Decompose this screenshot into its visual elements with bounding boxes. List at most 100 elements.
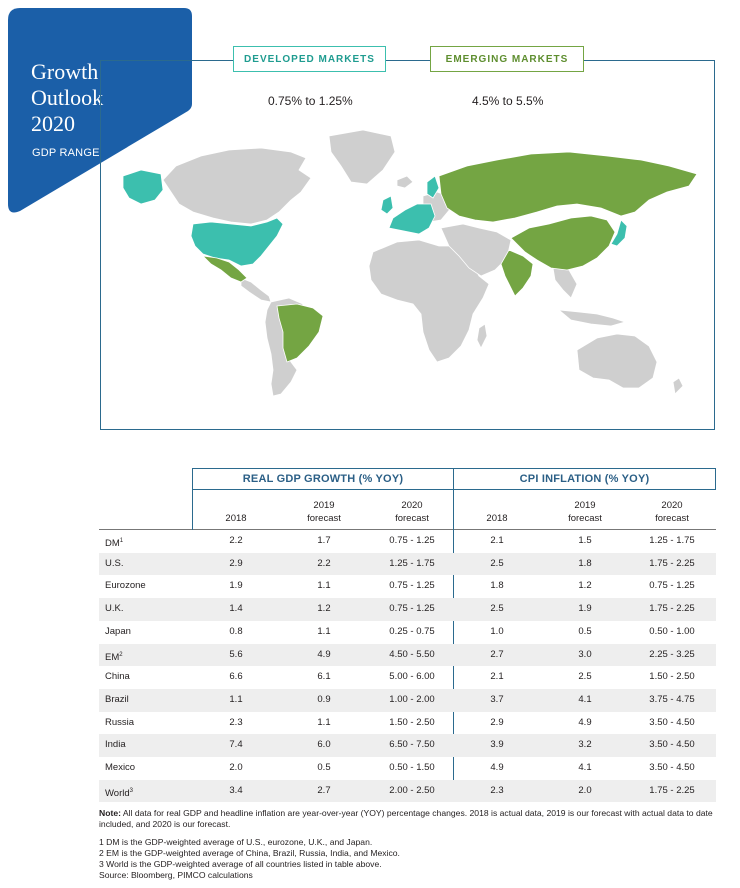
map-alaska <box>122 169 164 205</box>
column-header-line: forecast <box>568 513 602 524</box>
row-label: EM2 <box>105 651 123 663</box>
column-header-line: 2019 <box>574 500 596 511</box>
note-text: All data for real GDP and headline infla… <box>99 808 713 830</box>
table-cell: 0.75 - 1.25 <box>389 580 435 592</box>
map-central-america <box>240 277 272 303</box>
table-cell: 1.7 <box>317 535 331 546</box>
row-label: India <box>105 739 126 751</box>
table-cell: 2.0 <box>578 784 592 796</box>
row-label: DM1 <box>105 538 124 550</box>
table-row: DM1 2.2 1.7 0.75 - 1.25 2.1 1.5 1.25 - 1.75 <box>99 530 716 553</box>
table-divider-left <box>192 468 193 530</box>
map-india <box>500 249 534 297</box>
table-cell: 1.50 - 2.50 <box>649 671 695 683</box>
table-cell: 6.6 <box>229 671 243 683</box>
footnote-1: 1 DM is the GDP-weighted average of U.S.… <box>99 836 373 847</box>
source-line: Source: Bloomberg, PIMCO calculations <box>99 870 253 881</box>
table-cell: 0.8 <box>229 625 243 637</box>
table-cell: 3.0 <box>578 648 592 660</box>
table-cell: 1.9 <box>578 603 592 615</box>
column-header: 2020 forecast <box>370 499 454 525</box>
column-header-line: 2020 <box>661 500 683 511</box>
table-cell: 2.7 <box>490 648 504 660</box>
table-cell: 3.7 <box>490 693 504 705</box>
table-cell: 2.1 <box>490 535 504 546</box>
row-label: Russia <box>105 716 135 728</box>
note-paragraph: Note: All data for real GDP and headline… <box>99 808 719 831</box>
table-cell: 2.5 <box>490 557 504 569</box>
map-iceland <box>396 175 414 189</box>
table-cell: 1.0 <box>490 625 504 637</box>
table-cell: 1.25 - 1.75 <box>389 557 435 569</box>
table-cell: 2.2 <box>229 535 243 546</box>
footnote-3: 3 World is the GDP-weighted average of a… <box>99 859 382 870</box>
table-cell: 2.7 <box>317 784 331 796</box>
table-cell: 5.00 - 6.00 <box>389 671 435 683</box>
table-row: India 7.4 6.0 6.50 - 7.50 3.9 3.2 3.50 - 4.50 <box>99 734 716 757</box>
map-new-zealand <box>672 377 684 395</box>
table-cell: 1.25 - 1.75 <box>649 535 695 546</box>
table-cell: 2.00 - 2.50 <box>389 784 435 796</box>
map-us <box>190 217 284 267</box>
map-australia <box>576 333 658 389</box>
table-row: Brazil 1.1 0.9 1.00 - 2.00 3.7 4.1 3.75 - 4.75 <box>99 688 716 712</box>
table-cell: 6.0 <box>317 739 331 751</box>
table-cell: 1.2 <box>317 603 331 615</box>
row-label: Eurozone <box>105 580 146 592</box>
row-footnote-marker: 2 <box>119 651 123 658</box>
table-cell: 2.1 <box>490 671 504 683</box>
map-eurozone <box>388 203 436 235</box>
table-cell: 6.50 - 7.50 <box>389 739 435 751</box>
emerging-markets-legend: EMERGING MARKETS <box>430 46 584 72</box>
map-china <box>510 215 616 271</box>
note-label: Note: <box>99 808 121 818</box>
notes: Note: All data for real GDP and headline… <box>99 808 719 882</box>
map-mexico <box>201 255 248 283</box>
table-cell: 1.1 <box>317 625 331 637</box>
table-row: EM2 5.6 4.9 4.50 - 5.50 2.7 3.0 2.25 - 3.25 <box>99 643 716 667</box>
row-footnote-marker: 3 <box>129 787 133 794</box>
developed-markets-range: 0.75% to 1.25% <box>268 94 353 108</box>
banner-title-line-2: Outlook <box>31 85 104 110</box>
column-header-line: forecast <box>655 513 689 524</box>
table-cell: 2.9 <box>229 557 243 569</box>
table-cell: 4.50 - 5.50 <box>389 648 435 660</box>
map-brazil <box>276 303 324 363</box>
header-rule <box>99 529 716 530</box>
table-cell: 0.75 - 1.25 <box>389 603 435 615</box>
table-cell: 2.0 <box>229 762 243 773</box>
row-label: Japan <box>105 625 131 637</box>
table-cell: 1.8 <box>490 580 504 592</box>
table-row: Japan 0.8 1.1 0.25 - 0.75 1.0 0.5 0.50 - 1.00 <box>99 621 716 644</box>
column-header-line: 2019 <box>313 500 335 511</box>
row-label: U.S. <box>105 557 124 569</box>
map-uk <box>380 195 394 215</box>
column-header-line: forecast <box>307 513 341 524</box>
banner-title-line-3: 2020 <box>31 111 75 136</box>
row-label: Brazil <box>105 693 129 705</box>
column-header-line: forecast <box>395 513 429 524</box>
row-label: U.K. <box>105 603 124 615</box>
emerging-markets-range: 4.5% to 5.5% <box>472 94 544 108</box>
column-header-line: 2018 <box>225 513 247 524</box>
column-header-line: 2018 <box>486 513 508 524</box>
table-cell: 5.6 <box>229 648 243 660</box>
table-cell: 1.75 - 2.25 <box>649 603 695 615</box>
table-cell: 1.9 <box>229 580 243 592</box>
table-cell: 1.00 - 2.00 <box>389 693 435 705</box>
table-cell: 3.75 - 4.75 <box>649 693 695 705</box>
table-row: Mexico 2.0 0.5 0.50 - 1.50 4.9 4.1 3.50 - 4.50 <box>99 757 716 780</box>
table-cell: 1.2 <box>578 580 592 592</box>
table-cell: 1.1 <box>317 580 331 592</box>
table-cell: 0.5 <box>317 762 331 773</box>
row-label: China <box>105 671 130 683</box>
row-footnote-marker: 1 <box>119 538 124 544</box>
column-header: 2020 forecast <box>630 499 714 525</box>
table-cell: 6.1 <box>317 671 331 683</box>
table-cell: 2.5 <box>578 671 592 683</box>
table-cell: 1.75 - 2.25 <box>649 784 695 796</box>
table-cell: 1.1 <box>229 693 243 705</box>
banner-subtitle: GDP RANGE <box>32 147 100 159</box>
table-cell: 7.4 <box>229 739 243 751</box>
table-cell: 4.9 <box>317 648 331 660</box>
